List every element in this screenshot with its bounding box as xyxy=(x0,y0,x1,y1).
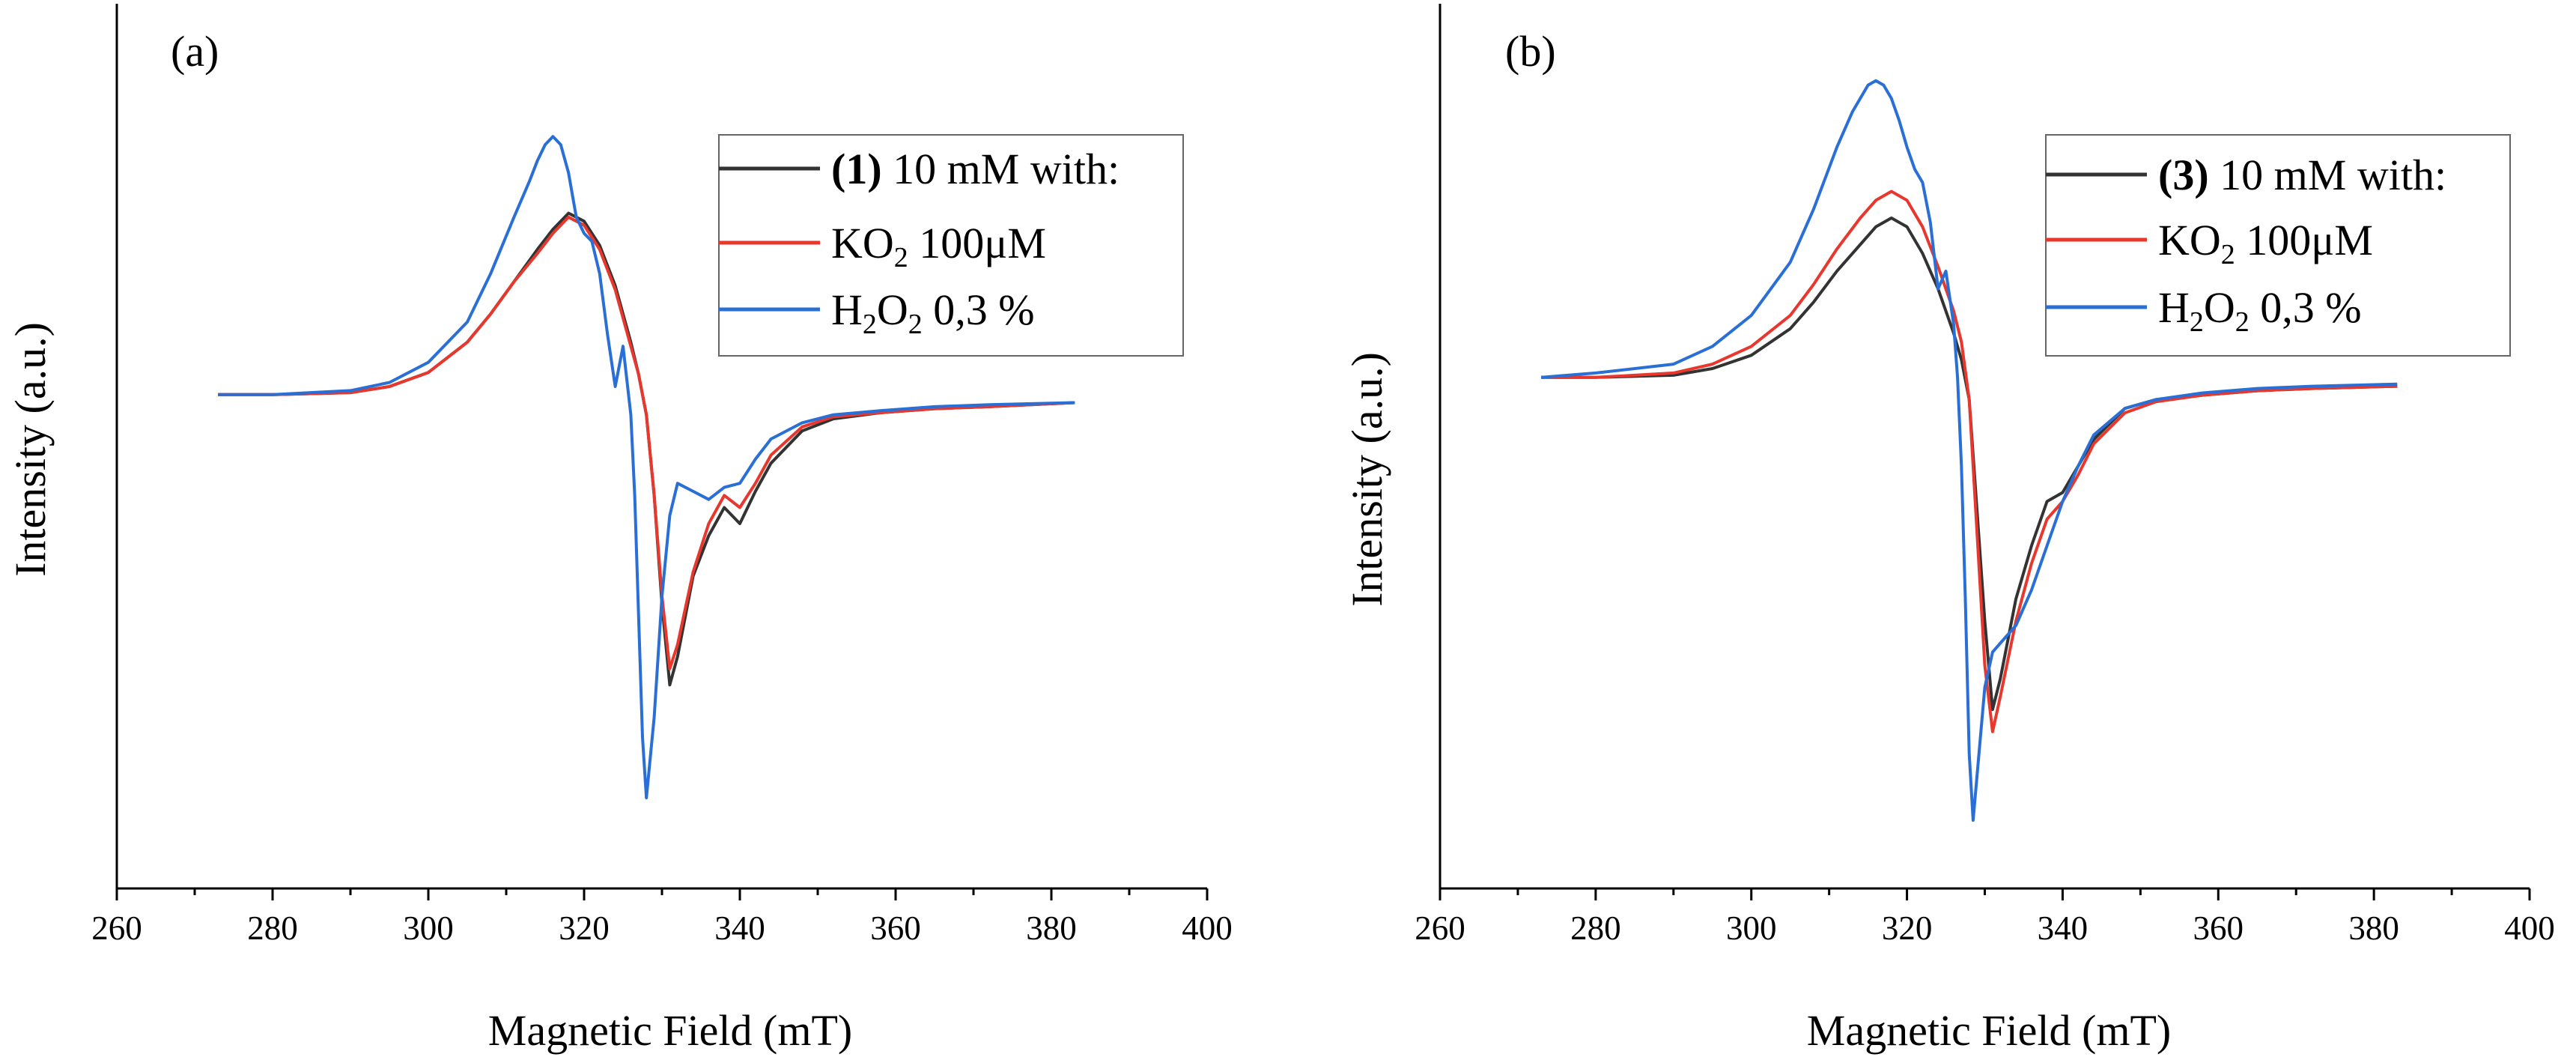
legend-o-base: O xyxy=(2204,283,2235,332)
x-tick-label: 320 xyxy=(559,909,610,947)
legend-entry-red: KO2 100μM xyxy=(2158,216,2373,270)
series-line-1 xyxy=(1541,190,2398,733)
x-tick-label: 300 xyxy=(1726,909,1777,947)
x-tick-label: 360 xyxy=(2193,909,2244,947)
legend-entry-red: KO2 100μM xyxy=(831,219,1046,273)
legend-entry-black: (1) 10 mM with: xyxy=(831,145,1120,193)
x-axis-title: Magnetic Field (mT) xyxy=(1807,1006,2171,1055)
legend-h-tail: 0,3 % xyxy=(2250,283,2362,332)
legend-header-suffix: 10 mM with: xyxy=(882,145,1120,193)
series-line-2 xyxy=(218,135,1075,799)
x-tick-label: 340 xyxy=(714,909,765,947)
legend-o-sub: 2 xyxy=(2235,306,2250,338)
legend-entry-black: (3) 10 mM with: xyxy=(2158,151,2446,199)
legend-h-base: H xyxy=(2158,283,2190,332)
panel-label: (b) xyxy=(1505,27,1556,76)
legend-o-sub: 2 xyxy=(908,309,923,340)
y-axis-title: Intensity (a.u.) xyxy=(6,322,55,577)
y-axis-title: Intensity (a.u.) xyxy=(1343,352,1391,607)
legend-ko-sub: 2 xyxy=(2221,239,2235,270)
legend-h-sub: 2 xyxy=(2190,306,2204,338)
legend-h-base: H xyxy=(831,285,863,334)
chart-panel-b: (b) Magnetic Field (mT) Intensity (a.u.)… xyxy=(1288,0,2576,1057)
legend-o-base: O xyxy=(877,285,908,334)
legend-ko-base: KO xyxy=(2158,216,2221,264)
x-tick-label: 380 xyxy=(2348,909,2399,947)
x-tick-label: 360 xyxy=(870,909,921,947)
x-tick-label: 320 xyxy=(1882,909,1933,947)
legend: (1) 10 mM with: KO2 100μM H2O2 0,3 % xyxy=(718,134,1184,357)
chart-panel-a: (a) Magnetic Field (mT) Intensity (a.u.)… xyxy=(6,4,1233,1055)
x-tick-label: 260 xyxy=(1415,909,1465,947)
legend-compound: (3) xyxy=(2158,151,2209,199)
x-tick-label: 260 xyxy=(91,909,142,947)
legend-box xyxy=(2045,134,2511,357)
legend-ko-tail: 100μM xyxy=(908,219,1046,267)
x-tick-label: 280 xyxy=(1570,909,1621,947)
legend-entry-blue: H2O2 0,3 % xyxy=(831,285,1035,340)
x-axis-title: Magnetic Field (mT) xyxy=(488,1006,852,1055)
x-tick-label: 380 xyxy=(1026,909,1077,947)
panel-label: (a) xyxy=(171,27,219,76)
legend-ko-base: KO xyxy=(831,219,894,267)
legend-compound: (1) xyxy=(831,145,882,193)
legend-entry-blue: H2O2 0,3 % xyxy=(2158,283,2362,338)
legend-box xyxy=(718,134,1184,357)
x-tick-label: 400 xyxy=(2504,909,2555,947)
x-tick-label: 340 xyxy=(2038,909,2089,947)
x-tick-label: 300 xyxy=(403,909,454,947)
x-tick-label: 280 xyxy=(247,909,298,947)
legend-header-suffix: 10 mM with: xyxy=(2209,151,2446,199)
legend-ko-sub: 2 xyxy=(894,242,908,273)
legend-h-tail: 0,3 % xyxy=(923,285,1035,334)
legend-ko-tail: 100μM xyxy=(2235,216,2373,264)
series-line-2 xyxy=(1540,79,2398,822)
legend: (3) 10 mM with: KO2 100μM H2O2 0,3 % xyxy=(2045,134,2511,357)
chart-svg-a: (a) Magnetic Field (mT) Intensity (a.u.)… xyxy=(6,4,1233,1055)
x-tick-label: 400 xyxy=(1182,909,1233,947)
series-line-1 xyxy=(218,215,1075,670)
chart-svg-b: (b) Magnetic Field (mT) Intensity (a.u.)… xyxy=(1343,4,2555,1055)
legend-h-sub: 2 xyxy=(863,309,877,340)
